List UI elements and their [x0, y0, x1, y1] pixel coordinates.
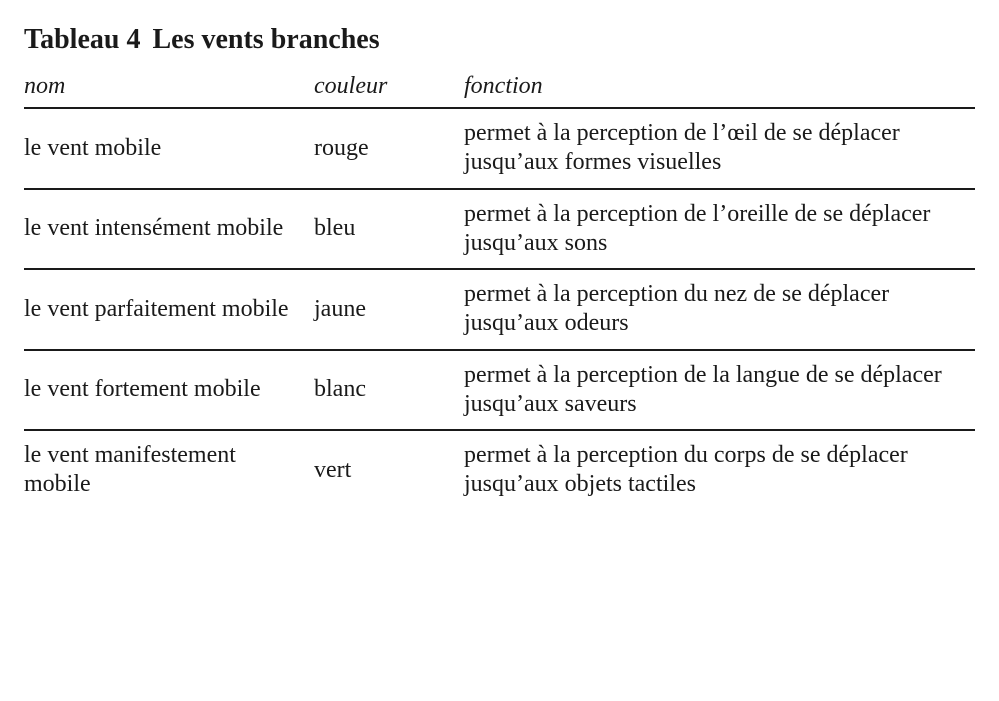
table-row: le vent manifestement mobile vert permet… — [24, 430, 975, 510]
cell-couleur: blanc — [314, 350, 464, 431]
cell-fonction: permet à la perception du corps de se dé… — [464, 430, 975, 510]
table-row: le vent parfaitement mobile jaune permet… — [24, 269, 975, 350]
table-row: le vent mobile rouge permet à la percept… — [24, 108, 975, 189]
cell-fonction: permet à la perception du nez de se dépl… — [464, 269, 975, 350]
cell-nom: le vent fortement mobile — [24, 350, 314, 431]
cell-nom: le vent mobile — [24, 108, 314, 189]
table-caption: Les vents branches — [152, 24, 379, 55]
cell-nom: le vent parfaitement mobile — [24, 269, 314, 350]
cell-couleur: rouge — [314, 108, 464, 189]
cell-fonction: permet à la perception de l’oreille de s… — [464, 189, 975, 270]
cell-nom: le vent manifestement mobile — [24, 430, 314, 510]
table-label: Tableau 4 — [24, 24, 140, 55]
cell-couleur: jaune — [314, 269, 464, 350]
table-row: le vent intensément mobile bleu permet à… — [24, 189, 975, 270]
winds-table: nom couleur fonction le vent mobile roug… — [24, 71, 975, 510]
cell-nom: le vent intensément mobile — [24, 189, 314, 270]
table-title: Tableau 4 Les vents branches — [24, 22, 975, 57]
col-header-nom: nom — [24, 71, 314, 108]
cell-couleur: bleu — [314, 189, 464, 270]
col-header-couleur: couleur — [314, 71, 464, 108]
table-row: le vent fortement mobile blanc permet à … — [24, 350, 975, 431]
page: Tableau 4 Les vents branches nom couleur… — [0, 0, 999, 701]
cell-fonction: permet à la perception de l’œil de se dé… — [464, 108, 975, 189]
cell-fonction: permet à la perception de la langue de s… — [464, 350, 975, 431]
cell-couleur: vert — [314, 430, 464, 510]
table-header-row: nom couleur fonction — [24, 71, 975, 108]
col-header-fonction: fonction — [464, 71, 975, 108]
